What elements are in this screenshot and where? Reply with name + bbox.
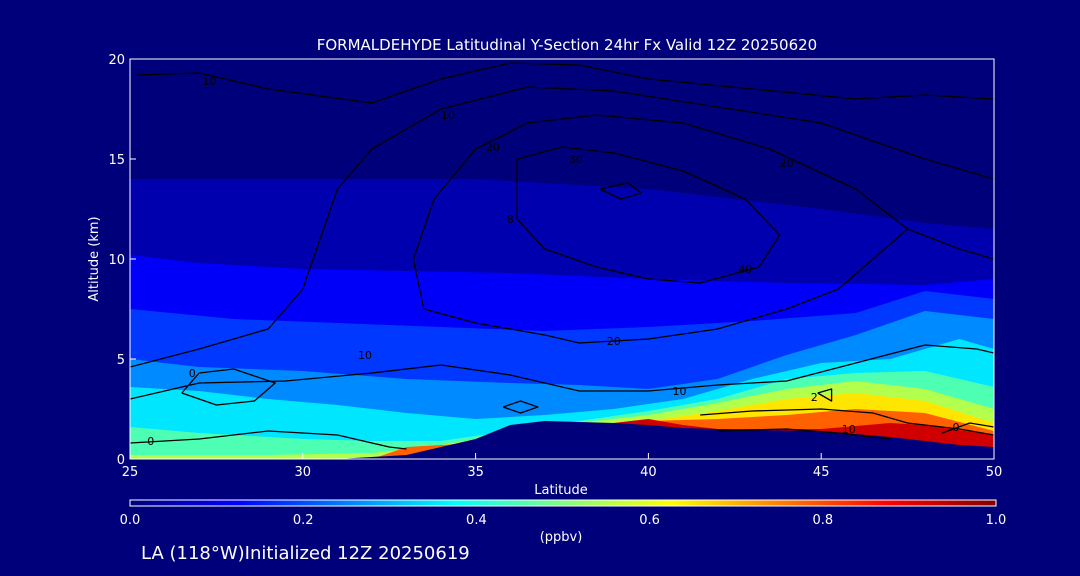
contour-line-2 <box>136 62 994 104</box>
y-axis-label: Altitude (km) <box>87 216 102 301</box>
contour-line-3 <box>412 114 994 310</box>
terrain-mask <box>130 421 994 459</box>
contour-label-2: 10 <box>441 109 455 122</box>
colorbar-tick-label-0: 0.0 <box>120 513 141 528</box>
x-tick-label-50: 50 <box>986 465 1003 480</box>
contour-label-11: 0 <box>189 367 196 380</box>
x-axis-label: Latitude <box>534 483 588 498</box>
x-tick-label-30: 30 <box>295 465 312 480</box>
contour-line-9 <box>181 368 276 406</box>
initialization-footer: LA (118°W)Initialized 12Z 20250619 <box>141 543 470 564</box>
contour-line-4 <box>423 228 909 344</box>
contour-label-5: 20 <box>780 157 794 170</box>
colorbar-tick-label-1: 0.2 <box>293 513 314 528</box>
contour-label-14: 10 <box>842 423 856 436</box>
contour-label-1: 10 <box>203 75 217 88</box>
colorbar-tick-label-3: 0.6 <box>639 513 660 528</box>
contour-label-8: 20 <box>607 335 621 348</box>
y-tick-label-0: 0 <box>117 453 125 468</box>
y-tick-label-10: 10 <box>108 253 125 268</box>
contour-line-13 <box>817 388 833 402</box>
contour-line-12 <box>941 422 994 434</box>
contour-line-5 <box>516 146 781 284</box>
y-tick-label-5: 5 <box>117 353 125 368</box>
colorbar-tick-label-5: 1.0 <box>986 513 1007 528</box>
contour-label-4: 30 <box>569 153 583 166</box>
colorbar-ticks: 0.0 0.2 0.4 0.6 0.8 1.0 <box>120 513 1007 528</box>
y-axis-ticks: 0 5 10 15 20 <box>108 53 136 468</box>
x-tick-label-40: 40 <box>640 465 657 480</box>
chart-title: FORMALDEHYDE Latitudinal Y-Section 24hr … <box>317 36 817 54</box>
contour-label-6: 8 <box>507 213 514 226</box>
contour-line-11 <box>717 428 891 440</box>
contour-label-9: 10 <box>358 349 372 362</box>
contour-line-1 <box>130 86 994 368</box>
contour-label-13: 2 <box>811 391 818 404</box>
contour-label-10: 10 <box>673 385 687 398</box>
colorbar-tick-label-2: 0.4 <box>466 513 487 528</box>
contour-label-15: 0 <box>953 421 960 434</box>
contour-line-8 <box>130 430 407 450</box>
x-tick-label-35: 35 <box>467 465 484 480</box>
contour-label-3: 20 <box>486 141 500 154</box>
y-tick-label-15: 15 <box>108 153 125 168</box>
colorbar-unit-label: (ppbv) <box>540 530 583 545</box>
y-tick-label-20: 20 <box>108 53 125 68</box>
x-tick-label-25: 25 <box>122 465 139 480</box>
contour-label-12: 0 <box>147 435 154 448</box>
contour-line-7 <box>130 344 994 400</box>
colorbar-tick-label-4: 0.8 <box>812 513 833 528</box>
terrain-shape <box>130 421 994 459</box>
contour-line-14 <box>502 400 539 414</box>
contour-labels: 10 10 20 30 20 8 40 20 10 10 0 0 2 10 0 <box>147 75 959 448</box>
colorbar <box>129 499 997 507</box>
contour-line-10 <box>700 408 994 436</box>
contour-lines <box>130 62 994 450</box>
contour-line-6 <box>599 182 643 200</box>
x-tick-label-45: 45 <box>813 465 830 480</box>
x-axis-ticks: 25 30 35 40 45 50 <box>122 453 1003 480</box>
contour-label-7: 40 <box>738 263 752 276</box>
